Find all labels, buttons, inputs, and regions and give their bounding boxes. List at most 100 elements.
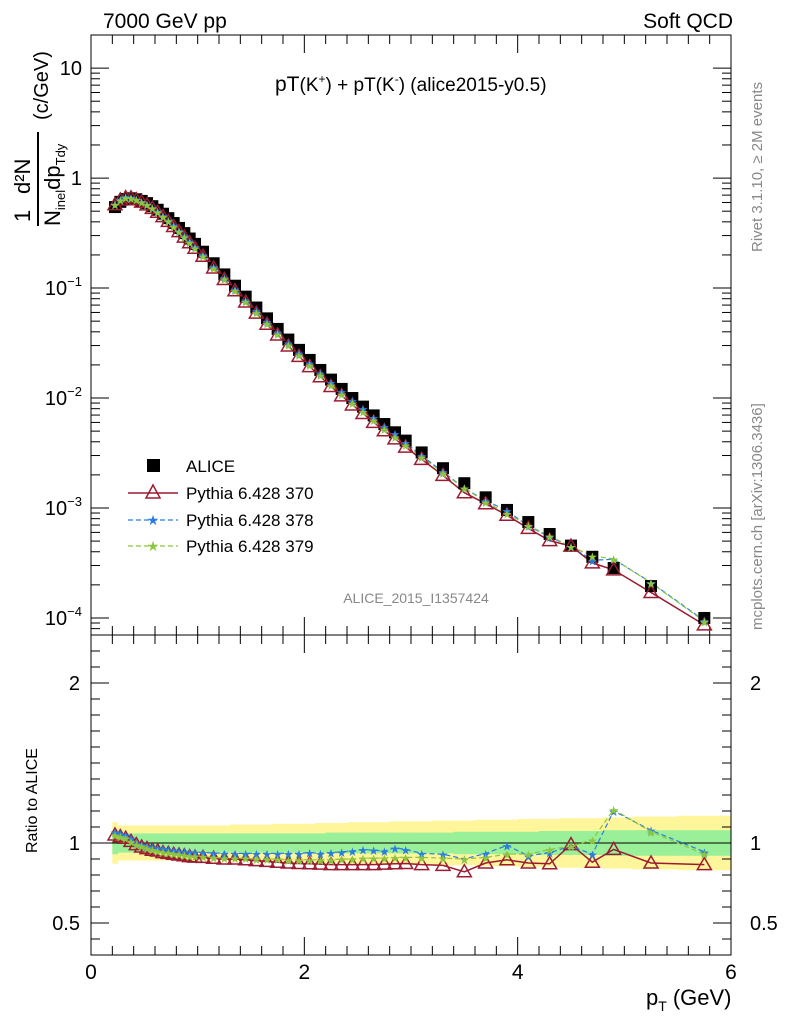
ratio-star-marker: ★: [272, 847, 283, 861]
star-marker: ★: [179, 230, 190, 244]
triangle-marker: [290, 347, 308, 363]
y-tick-label: 10−4: [45, 604, 82, 630]
ratio-star-marker: ★: [147, 841, 158, 855]
ratio-star-marker: ★: [120, 832, 131, 846]
ratio-star-marker: ★: [174, 845, 185, 859]
star-marker: ★: [699, 615, 710, 629]
ratio-triangle-marker: [520, 854, 537, 869]
ratio-star-marker: ★: [262, 847, 273, 861]
x-tick-label: 0: [85, 961, 97, 984]
ratio-star-marker: ★: [190, 846, 201, 860]
star-marker: ★: [190, 241, 201, 255]
ratio-star-marker: ★: [184, 850, 195, 864]
y-tick-label: 1: [71, 168, 82, 190]
triangle-marker: [386, 430, 404, 445]
ratio-triangle-marker: [301, 855, 318, 870]
ratio-star-marker: ★: [219, 847, 230, 861]
ratio-star-marker: ★: [142, 842, 153, 856]
star-marker: ★: [126, 192, 137, 206]
ratio-triangle-marker: [696, 856, 713, 871]
ratio-star-marker: ★: [126, 832, 137, 846]
ratio-axis-ticks: 2 2 1 1 0.5 0.5 0 2 4 6: [52, 635, 778, 984]
star-marker: ★: [438, 467, 449, 481]
ratio-star-marker: ★: [230, 852, 241, 866]
triangle-marker: [106, 196, 124, 211]
star-marker: ★: [283, 339, 294, 353]
triangle-marker: [584, 554, 601, 569]
rivet-version-label: Rivet 3.1.10, ≥ 2M events: [749, 82, 766, 252]
svg-text:d²N: d²N: [10, 159, 35, 194]
ratio-triangle-marker: [269, 853, 286, 868]
ratio-star-marker: ★: [459, 853, 470, 867]
star-marker: ★: [168, 220, 179, 234]
star-marker: ★: [131, 193, 142, 207]
star-marker: ★: [120, 191, 131, 205]
ratio-star-marker: ★: [523, 850, 534, 864]
x-tick-label: 6: [725, 961, 737, 984]
triangle-marker: [112, 191, 129, 206]
star-marker: ★: [163, 215, 174, 229]
ratio-triangle-marker: [413, 856, 430, 871]
triangle-marker: [605, 561, 622, 576]
ratio-star-marker: ★: [608, 805, 619, 819]
triangle-marker: [354, 405, 372, 420]
ratio-triangle-marker: [160, 844, 177, 860]
star-marker: ★: [502, 505, 513, 519]
ratio-star-marker: ★: [480, 851, 491, 865]
triangle-marker: [165, 218, 182, 233]
ratio-star-marker: ★: [251, 847, 262, 861]
star-marker: ★: [523, 520, 534, 534]
triangle-marker: [194, 247, 212, 262]
ratio-triangle-marker: [605, 840, 622, 856]
triangle-marker: [333, 387, 350, 402]
legend: ALICE Pythia 6.428 370 ★ Pythia 6.428 37…: [128, 457, 314, 556]
ratio-triangle-marker: [258, 852, 276, 868]
ratio-line-3: [114, 808, 705, 861]
star-marker: ★: [251, 305, 262, 319]
ratio-star-marker: ★: [304, 847, 315, 861]
y-tick-label: 10−3: [45, 494, 82, 520]
star-marker: ★: [368, 414, 379, 428]
y-tick-label: 10−1: [45, 274, 82, 300]
star-marker: ★: [240, 294, 251, 308]
ratio-star-marker: ★: [152, 845, 163, 859]
triangle-marker: [160, 212, 177, 228]
triangle-marker: [170, 223, 188, 238]
ratio-star-marker: ★: [110, 829, 121, 843]
alice-data-point: [458, 477, 471, 490]
ratio-star-marker: ★: [347, 845, 358, 859]
ratio-star-marker: ★: [131, 837, 142, 851]
star-marker: ★: [126, 191, 137, 205]
main-plot-data: ★★★★★★★★★★★★★★★★★★★★★★★★★★★★★★★★★★★★★★★★…: [106, 189, 713, 631]
star-marker: ★: [326, 377, 337, 391]
ratio-line-2: [114, 810, 705, 860]
triangle-marker: [154, 208, 172, 223]
star-marker: ★: [544, 531, 555, 545]
star-marker: ★: [347, 394, 358, 408]
x-tick-label: 2: [298, 961, 310, 984]
star-marker: ★: [142, 199, 153, 213]
ratio-star-marker: ★: [416, 851, 427, 865]
ratio-triangle-marker: [365, 856, 382, 871]
ratio-triangle-marker: [434, 856, 452, 872]
triangle-marker: [248, 304, 265, 319]
triangle-marker: [149, 203, 166, 218]
star-marker: ★: [251, 307, 262, 321]
ratio-star-marker: ★: [315, 854, 326, 868]
star-marker: ★: [608, 553, 619, 567]
ratio-triangle-marker: [170, 846, 188, 861]
legend-marker-alice: [147, 459, 160, 472]
ratio-star-marker: ★: [131, 839, 142, 853]
legend-label-alice: ALICE: [186, 457, 235, 476]
ratio-star-marker: ★: [523, 848, 534, 862]
triangle-marker: [397, 438, 414, 453]
svg-text:NineldpTdy: NineldpTdy: [40, 143, 68, 226]
ratio-star-marker: ★: [240, 852, 251, 866]
triangle-marker: [226, 282, 244, 297]
ratio-star-marker: ★: [358, 843, 369, 857]
star-marker: ★: [262, 317, 273, 331]
triangle-marker: [696, 616, 713, 631]
star-marker: ★: [336, 388, 347, 402]
star-marker: ★: [368, 412, 379, 426]
ratio-star-marker: ★: [502, 839, 513, 853]
